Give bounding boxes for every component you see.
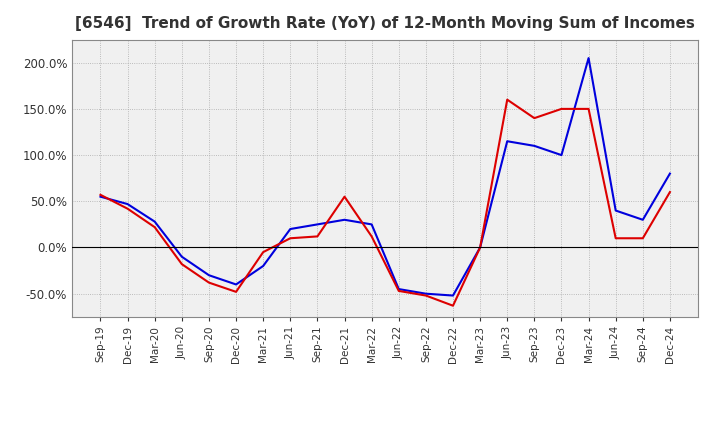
Net Income Growth Rate [476,245,485,250]
Ordinary Income Growth Rate [232,282,240,287]
Net Income Growth Rate [611,235,620,241]
Ordinary Income Growth Rate [557,152,566,158]
Ordinary Income Growth Rate [367,222,376,227]
Ordinary Income Growth Rate [611,208,620,213]
Title: [6546]  Trend of Growth Rate (YoY) of 12-Month Moving Sum of Incomes: [6546] Trend of Growth Rate (YoY) of 12-… [76,16,695,32]
Ordinary Income Growth Rate [584,55,593,61]
Ordinary Income Growth Rate [204,272,213,278]
Net Income Growth Rate [395,288,403,293]
Net Income Growth Rate [96,192,105,198]
Ordinary Income Growth Rate [665,171,674,176]
Net Income Growth Rate [313,234,322,239]
Net Income Growth Rate [665,189,674,194]
Ordinary Income Growth Rate [286,226,294,231]
Net Income Growth Rate [178,261,186,267]
Net Income Growth Rate [204,280,213,285]
Ordinary Income Growth Rate [150,219,159,224]
Ordinary Income Growth Rate [530,143,539,148]
Ordinary Income Growth Rate [639,217,647,222]
Ordinary Income Growth Rate [395,286,403,292]
Ordinary Income Growth Rate [476,245,485,250]
Net Income Growth Rate [530,115,539,121]
Line: Ordinary Income Growth Rate: Ordinary Income Growth Rate [101,58,670,296]
Ordinary Income Growth Rate [313,222,322,227]
Net Income Growth Rate [421,293,430,298]
Ordinary Income Growth Rate [96,194,105,199]
Line: Net Income Growth Rate: Net Income Growth Rate [101,99,670,306]
Ordinary Income Growth Rate [341,217,349,222]
Net Income Growth Rate [259,249,268,255]
Ordinary Income Growth Rate [259,263,268,268]
Ordinary Income Growth Rate [123,202,132,207]
Ordinary Income Growth Rate [178,254,186,259]
Net Income Growth Rate [503,97,511,102]
Net Income Growth Rate [367,234,376,239]
Ordinary Income Growth Rate [503,139,511,144]
Net Income Growth Rate [449,303,457,308]
Ordinary Income Growth Rate [421,291,430,297]
Net Income Growth Rate [639,235,647,241]
Net Income Growth Rate [341,194,349,199]
Net Income Growth Rate [584,106,593,111]
Net Income Growth Rate [123,206,132,211]
Ordinary Income Growth Rate [449,293,457,298]
Net Income Growth Rate [150,224,159,230]
Net Income Growth Rate [557,106,566,111]
Net Income Growth Rate [232,289,240,294]
Net Income Growth Rate [286,235,294,241]
